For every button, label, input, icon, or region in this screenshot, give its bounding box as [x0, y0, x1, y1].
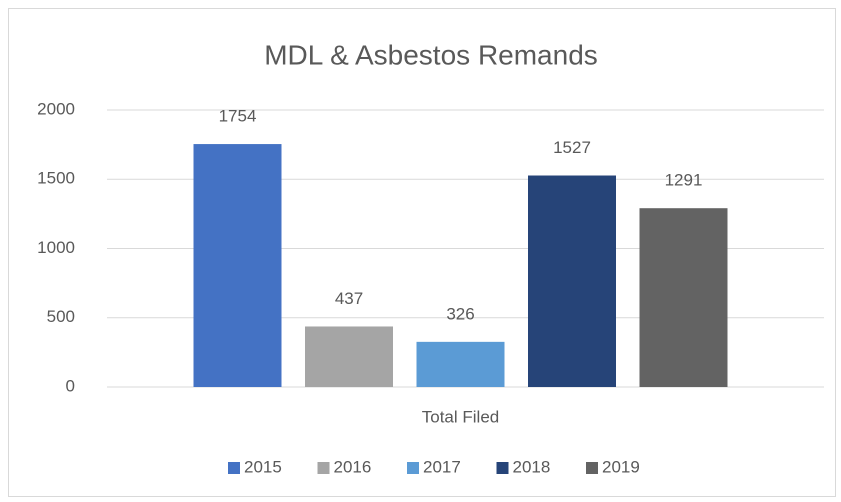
- y-tick-label: 1500: [37, 169, 75, 188]
- x-tick-label: Total Filed: [422, 407, 499, 426]
- data-label: 437: [335, 289, 363, 308]
- legend-label: 2018: [513, 457, 551, 476]
- y-tick-label: 2000: [37, 99, 75, 118]
- data-label: 1754: [219, 107, 257, 126]
- data-label: 1291: [665, 171, 703, 190]
- legend-swatch: [317, 462, 330, 474]
- data-label: 1527: [553, 138, 591, 157]
- chart-title: MDL & Asbestos Remands: [264, 39, 598, 70]
- legend-swatch: [407, 462, 419, 474]
- bar: [416, 341, 505, 387]
- y-tick-label: 1000: [37, 238, 75, 257]
- data-label: 326: [446, 304, 474, 323]
- legend-label: 2017: [423, 457, 461, 476]
- bar: [528, 175, 616, 387]
- y-tick-label: 500: [47, 307, 75, 326]
- legend-label: 2019: [602, 457, 640, 476]
- legend-label: 2016: [334, 457, 372, 476]
- legend-label: 2015: [244, 457, 282, 476]
- legend-swatch: [228, 462, 240, 474]
- bar: [193, 144, 282, 387]
- bar: [639, 208, 728, 387]
- bar: [305, 326, 393, 387]
- y-tick-label: 0: [66, 376, 75, 395]
- legend-swatch: [496, 462, 509, 474]
- legend-swatch: [586, 462, 598, 474]
